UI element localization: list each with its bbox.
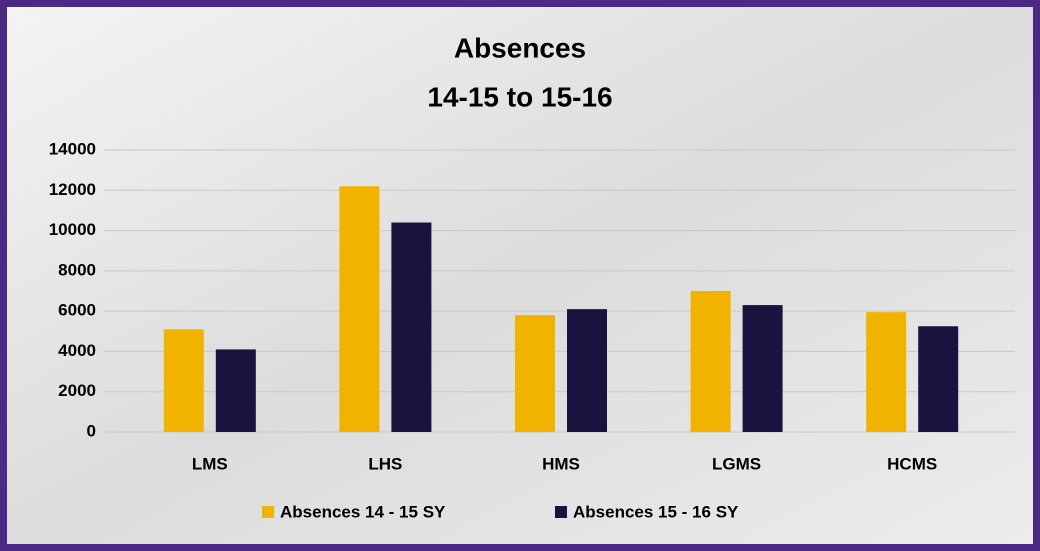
y-tick-label: 0: [87, 421, 96, 440]
bar: [690, 291, 731, 432]
y-tick-label: 10000: [49, 220, 96, 239]
bar: [339, 186, 380, 432]
legend-swatch: [262, 506, 274, 518]
x-tick-label: LHS: [368, 454, 402, 473]
chart-subtitle: 14-15 to 15-16: [427, 81, 612, 112]
chart-title: Absences: [454, 32, 586, 63]
x-tick-label: LMS: [192, 454, 228, 473]
legend-label: Absences 15 - 16 SY: [573, 502, 739, 521]
legend-swatch: [555, 506, 567, 518]
bar: [215, 349, 256, 432]
bar: [567, 309, 607, 432]
y-tick-label: 14000: [49, 139, 96, 158]
y-tick-label: 6000: [58, 301, 96, 320]
y-tick-label: 8000: [58, 260, 96, 279]
y-tick-label: 12000: [49, 180, 96, 199]
x-tick-label: LGMS: [712, 454, 761, 473]
bar: [742, 305, 783, 432]
bar: [918, 326, 959, 432]
x-tick-label: HCMS: [887, 454, 937, 473]
background: [7, 7, 1033, 544]
bar: [163, 329, 204, 432]
legend-label: Absences 14 - 15 SY: [280, 502, 446, 521]
x-tick-label: HMS: [542, 454, 580, 473]
y-tick-label: 4000: [58, 341, 96, 360]
bar: [866, 312, 907, 432]
y-tick-label: 2000: [58, 381, 96, 400]
bar: [515, 315, 555, 432]
bar: [391, 222, 432, 432]
